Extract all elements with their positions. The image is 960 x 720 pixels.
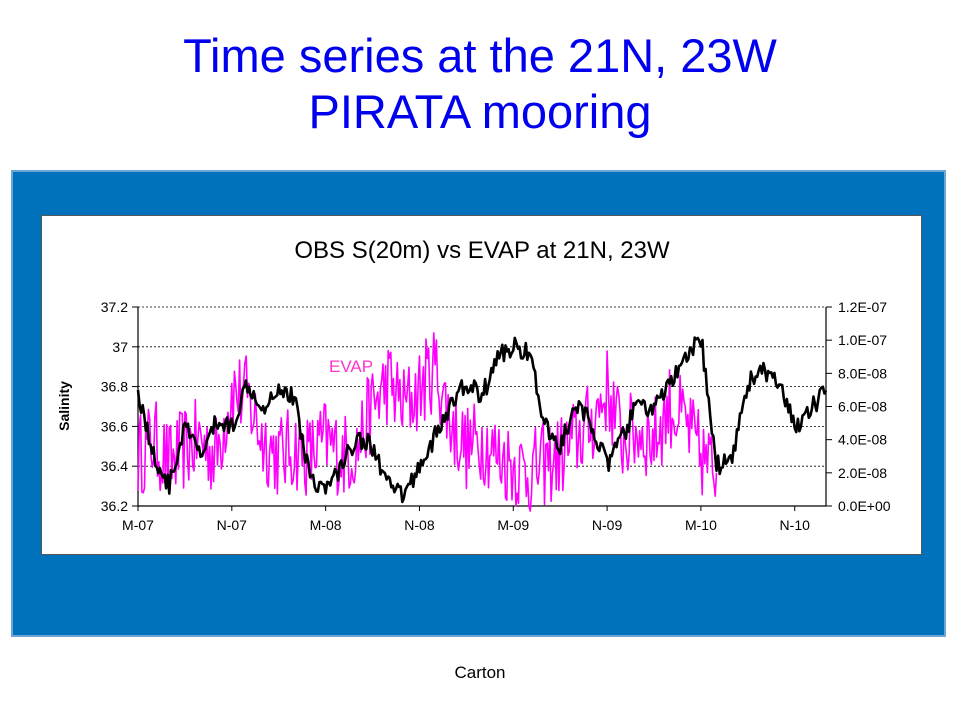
x-tick-label: N-07 — [217, 517, 248, 533]
y-tick-label: 37.2 — [101, 299, 128, 315]
y-tick-label: 36.2 — [101, 498, 128, 514]
salinity-line — [136, 336, 828, 504]
y-tick-label: 36.4 — [101, 458, 128, 474]
y-tick-label: 37 — [112, 339, 128, 355]
x-tick-label: N-08 — [404, 517, 435, 533]
chart-box: OBS S(20m) vs EVAP at 21N, 23W Salinity … — [41, 215, 922, 555]
chart-title: OBS S(20m) vs EVAP at 21N, 23W — [294, 237, 670, 264]
x-tick-label: N-10 — [780, 517, 811, 533]
slide-title-line2: PIRATA mooring — [308, 85, 652, 138]
plot-area: 36.2 36.4 36.6 36.8 37 37.2 0.0E+00 2.0E-08 4.0E… — [101, 299, 891, 533]
x-tick-label: M-07 — [122, 517, 154, 533]
x-tick-label: M-10 — [685, 517, 717, 533]
x-tick-label: M-08 — [310, 517, 342, 533]
y2-tick-label: 0.0E+00 — [838, 498, 891, 514]
y2-tick-label: 1.0E-07 — [838, 332, 887, 348]
salinity-evap-chart: OBS S(20m) vs EVAP at 21N, 23W Salinity … — [56, 237, 891, 533]
x-tick-label: M-09 — [497, 517, 529, 533]
evap-annotation: EVAP — [329, 357, 373, 376]
y2-tick-label: 1.2E-07 — [838, 299, 887, 315]
y2-tick-label: 8.0E-08 — [838, 365, 887, 381]
y-tick-label: 36.8 — [101, 379, 128, 395]
slide-title-line1: Time series at the 21N, 23W — [183, 29, 777, 82]
y-tick-label: 36.6 — [101, 418, 128, 434]
evap-line — [137, 332, 718, 512]
footer-credit: Carton — [454, 663, 506, 682]
x-tick-label: N-09 — [592, 517, 623, 533]
y-axis-label: Salinity — [56, 381, 72, 431]
slide-title: Time series at the 21N, 23W PIRATA moori… — [0, 28, 960, 140]
y2-tick-label: 4.0E-08 — [838, 432, 887, 448]
y2-tick-label: 6.0E-08 — [838, 399, 887, 415]
y2-tick-label: 2.0E-08 — [838, 465, 887, 481]
